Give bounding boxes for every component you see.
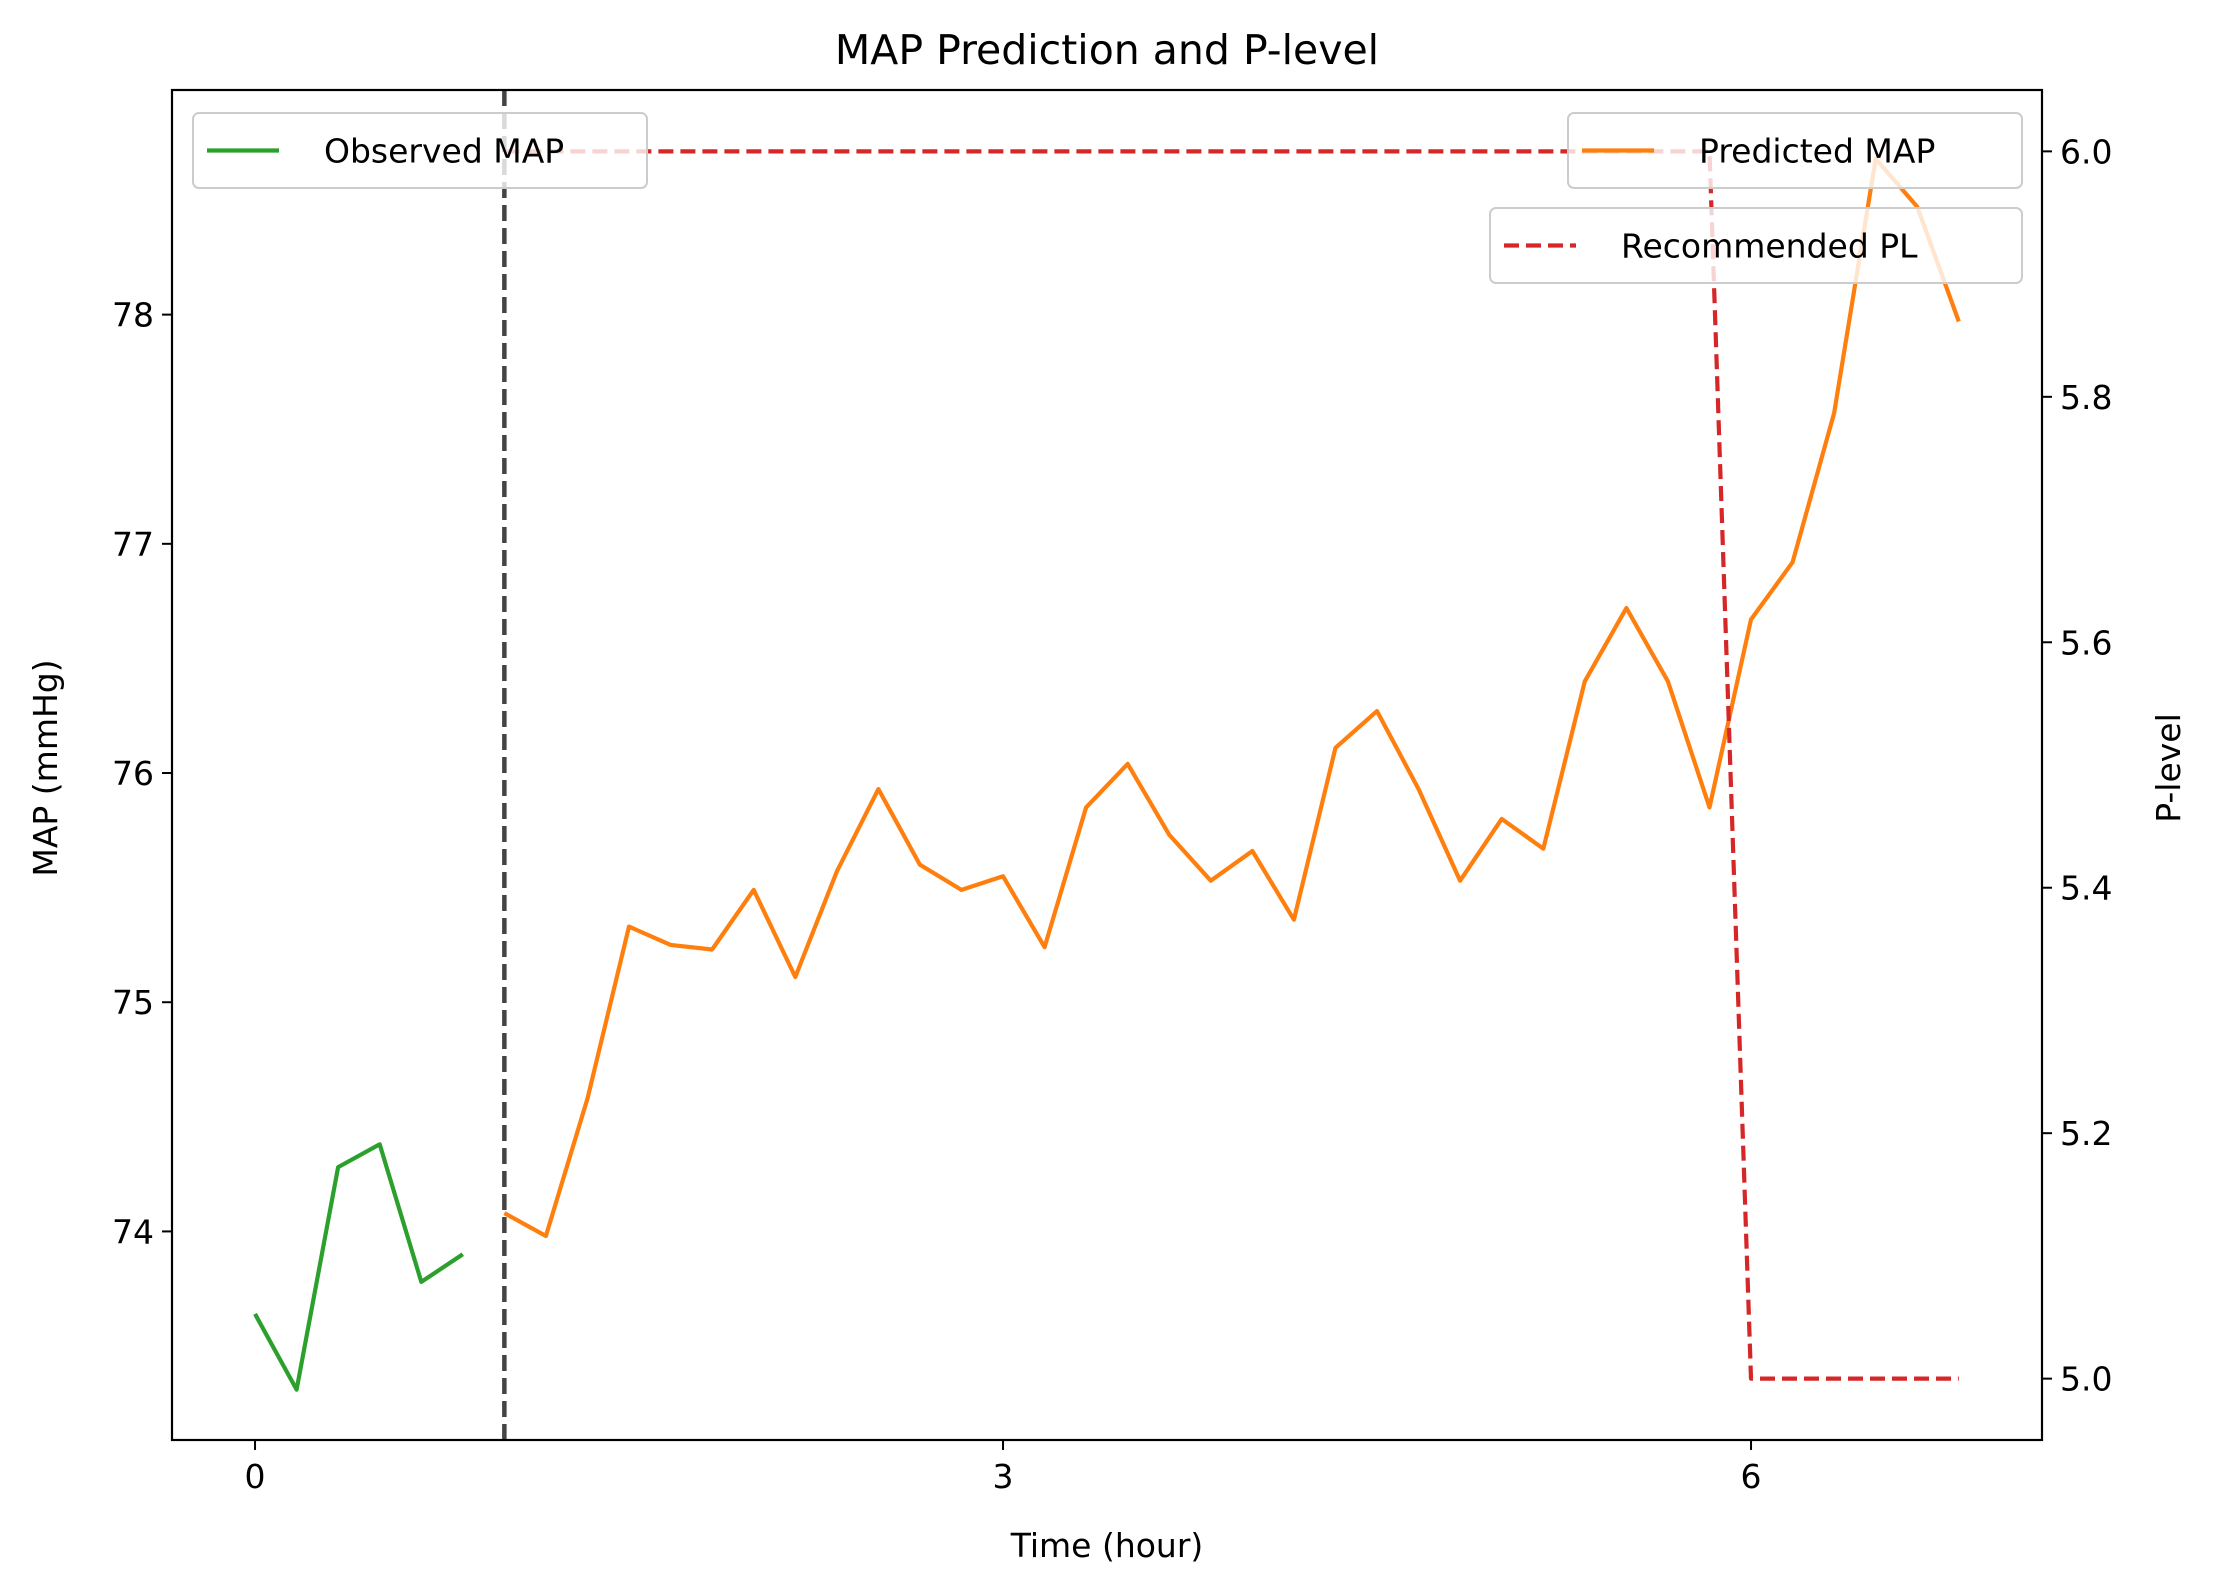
legend: Observed MAP Predicted MAP Recommended PL — [192, 112, 2023, 284]
x-tick-label: 0 — [245, 1457, 266, 1496]
y-tick-label: 76 — [112, 754, 154, 793]
axes: 0 3 6 74 75 76 77 78 5.0 5.2 5.4 5.6 5.8 6.0 — [112, 88, 2112, 1496]
legend-predicted-map: Predicted MAP — [1567, 112, 2023, 189]
legend-observed-map: Observed MAP — [192, 112, 648, 189]
y2-tick-label: 5.2 — [2060, 1114, 2112, 1153]
legend-box — [1567, 112, 2023, 189]
x-tick-label: 6 — [1741, 1457, 1762, 1496]
y2-tick-label: 5.4 — [2060, 869, 2112, 908]
legend-label: Recommended PL — [1621, 227, 1918, 266]
y-axis-label: MAP (mmHg) — [26, 659, 65, 876]
y2-tick-label: 5.0 — [2060, 1360, 2112, 1399]
x-axis-label: Time (hour) — [1010, 1526, 1204, 1565]
series-line-recommended-pl — [504, 149, 1959, 1381]
y2-tick-label: 5.6 — [2060, 623, 2112, 662]
axes-frame — [170, 88, 2044, 1442]
series-line-predicted-map — [503, 156, 1961, 1239]
y-tick-label: 78 — [112, 296, 154, 335]
y2-axis-label: P-level — [2149, 713, 2188, 823]
legend-box — [192, 112, 648, 189]
legend-recommended-pl: Recommended PL — [1489, 207, 2023, 284]
y-tick-label: 75 — [112, 983, 154, 1022]
x-tick-label: 3 — [993, 1457, 1014, 1496]
legend-box — [1489, 207, 2023, 284]
chart-title: MAP Prediction and P-level — [835, 26, 1379, 74]
plot-area — [253, 90, 1961, 1440]
y2-tick-label: 5.8 — [2060, 378, 2112, 417]
y-tick-label: 77 — [112, 525, 154, 564]
y2-tick-label: 6.0 — [2060, 132, 2112, 171]
y-tick-label: 74 — [112, 1212, 154, 1251]
series-line-observed-map — [253, 1142, 464, 1392]
legend-label: Observed MAP — [324, 132, 564, 171]
legend-label: Predicted MAP — [1699, 132, 1935, 171]
